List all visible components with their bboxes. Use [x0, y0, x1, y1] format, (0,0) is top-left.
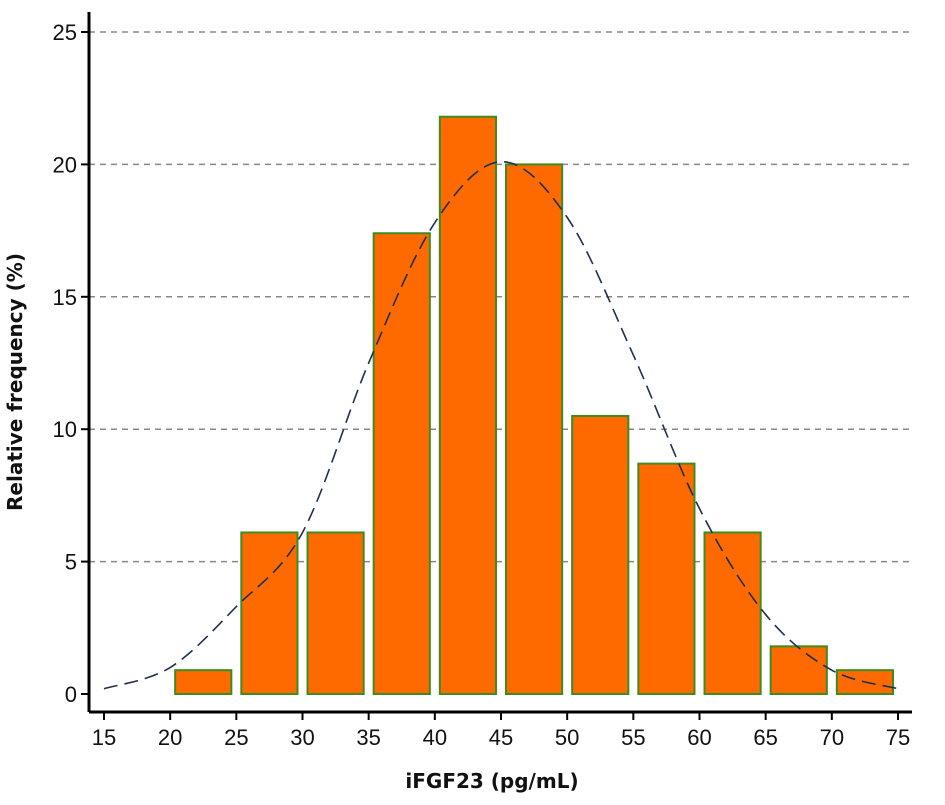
x-tick-label-25: 25 [224, 725, 248, 750]
x-tick-label-70: 70 [820, 725, 844, 750]
y-tick-label-15: 15 [53, 285, 77, 310]
bar-7 [637, 462, 696, 695]
x-tick-label-40: 40 [423, 725, 447, 750]
x-tick-label-20: 20 [158, 725, 182, 750]
x-tick-label-65: 65 [753, 725, 777, 750]
bar-4 [438, 115, 498, 695]
y-tick-label-5: 5 [65, 550, 77, 575]
axes [81, 12, 912, 720]
x-tick-label-55: 55 [621, 725, 645, 750]
bars [174, 115, 894, 696]
y-tick-label-20: 20 [53, 152, 77, 177]
x-tick-label-30: 30 [290, 725, 314, 750]
x-tick-label-15: 15 [92, 725, 116, 750]
fit-curve [103, 160, 899, 690]
bar-8 [703, 531, 762, 695]
x-tick-label-60: 60 [687, 725, 711, 750]
x-axis-title: iFGF23 (pg/mL) [405, 769, 578, 793]
grid-lines [89, 31, 910, 563]
x-tick-label-45: 45 [489, 725, 513, 750]
bar-5 [505, 163, 564, 695]
bar-6 [571, 414, 630, 695]
x-tick-label-50: 50 [555, 725, 579, 750]
fit-curve-group [103, 160, 899, 690]
bar-1 [240, 531, 299, 695]
bar-3 [372, 232, 431, 696]
y-tick-label-0: 0 [65, 682, 77, 707]
tick-labels: 0 5 10 15 20 25 15 20 25 30 35 40 45 50 55 60 65 70 75 [53, 20, 911, 750]
y-axis-title: Relative frequency (%) [3, 253, 27, 511]
bar-2 [306, 531, 365, 695]
bar-0 [174, 669, 233, 696]
y-tick-label-25: 25 [53, 20, 77, 45]
y-tick-label-10: 10 [53, 417, 77, 442]
x-tick-label-35: 35 [356, 725, 380, 750]
x-tick-label-75: 75 [886, 725, 910, 750]
bar-9 [769, 645, 828, 695]
